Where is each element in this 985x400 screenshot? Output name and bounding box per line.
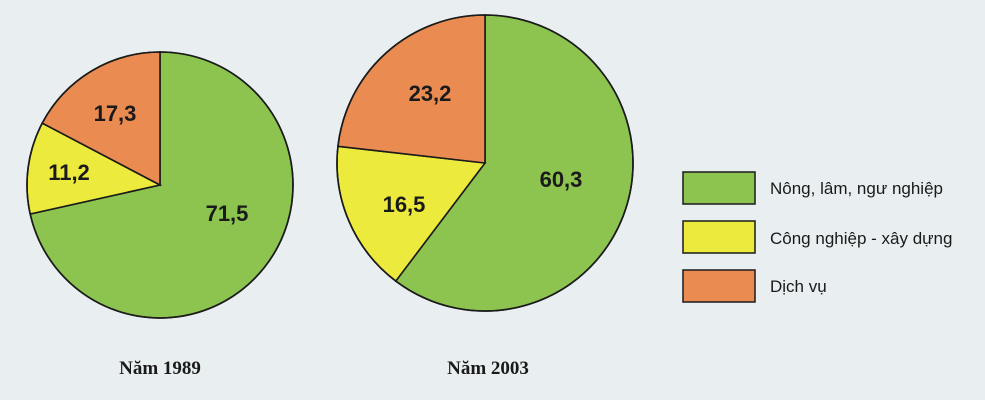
pie-outline-2003 <box>336 14 634 312</box>
legend-label-services: Dịch vụ <box>770 277 827 296</box>
pie-label-1989-services: 17,3 <box>94 101 137 126</box>
legend-swatch-agriculture <box>682 171 756 205</box>
legend: Nông, lâm, ngư nghiệp Công nghiệp - xây … <box>682 171 952 303</box>
pie-chart-1989: 71,5 11,2 17,3 <box>26 51 294 319</box>
pie-label-2003-agriculture: 60,3 <box>540 167 583 192</box>
pie-title-2003: Năm 2003 <box>447 358 529 379</box>
pie-chart-2003: 60,3 16,5 23,2 <box>336 14 634 312</box>
legend-swatch-industry <box>682 220 756 254</box>
pie-label-1989-agriculture: 71,5 <box>206 201 249 226</box>
legend-swatch-services <box>682 269 756 303</box>
legend-label-agriculture: Nông, lâm, ngư nghiệp <box>770 179 943 198</box>
pie-title-1989: Năm 1989 <box>119 358 201 379</box>
pie-label-2003-industry: 16,5 <box>383 192 426 217</box>
pie-label-1989-industry: 11,2 <box>48 160 90 185</box>
pie-outline-1989 <box>26 51 294 319</box>
legend-label-industry: Công nghiệp - xây dựng <box>770 229 952 248</box>
pie-label-2003-services: 23,2 <box>409 81 452 106</box>
